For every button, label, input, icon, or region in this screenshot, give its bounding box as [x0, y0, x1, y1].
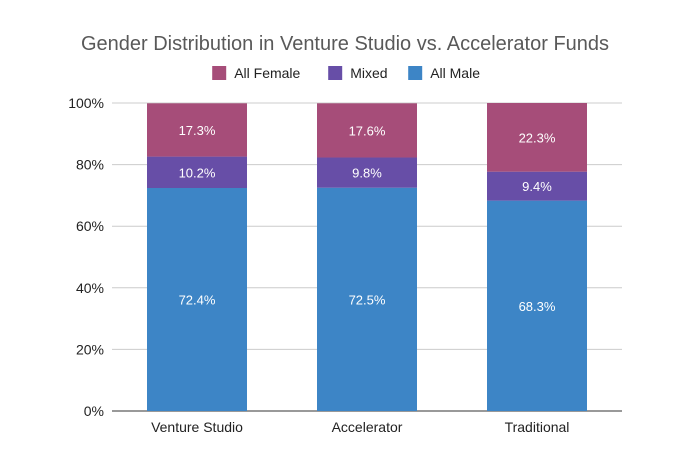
legend-label: Mixed: [350, 65, 387, 81]
legend-label: All Female: [234, 65, 300, 81]
bar-all-female-accelerator: [317, 103, 417, 158]
y-tick-label: 40%: [76, 280, 104, 296]
data-label: 10.2%: [179, 165, 216, 180]
legend-swatch: [212, 66, 227, 80]
bar-all-male-venture-studio: [147, 188, 247, 411]
bar-all-male-traditional: [487, 200, 587, 411]
x-axis: Venture Studio Accelerator Traditional: [151, 419, 569, 435]
bar-mixed-traditional: [487, 171, 587, 201]
y-tick-label: 0%: [84, 403, 104, 419]
data-label: 72.5%: [349, 292, 386, 307]
y-axis-ticks: 0% 20% 40% 60% 80% 100%: [68, 95, 104, 419]
bar-all-female-venture-studio: [147, 103, 247, 157]
data-label: 72.4%: [179, 293, 216, 308]
bar-mixed-accelerator: [317, 157, 417, 188]
legend-swatch: [408, 66, 423, 80]
legend-item-all-male: All Male: [408, 65, 480, 81]
x-tick-label: Traditional: [505, 419, 570, 435]
data-label: 68.3%: [519, 299, 556, 314]
x-tick-label: Accelerator: [332, 419, 403, 435]
bar-all-male-accelerator: [317, 187, 417, 411]
legend-swatch: [328, 66, 343, 80]
bar-stack-venture-studio: 72.4% 10.2% 17.3%: [147, 103, 247, 411]
chart-title: Gender Distribution in Venture Studio vs…: [81, 33, 609, 55]
data-label: 22.3%: [519, 130, 556, 145]
bar-mixed-venture-studio: [147, 156, 247, 189]
bar-stack-traditional: 68.3% 9.4% 22.3%: [487, 103, 587, 411]
y-tick-label: 80%: [76, 157, 104, 173]
bar-all-female-traditional: [487, 103, 587, 172]
data-label: 9.4%: [522, 179, 552, 194]
y-tick-label: 100%: [68, 95, 104, 111]
bar-stack-accelerator: 72.5% 9.8% 17.6%: [317, 103, 417, 411]
chart-legend: All Female Mixed All Male: [212, 65, 480, 81]
data-label: 9.8%: [352, 166, 382, 181]
legend-label: All Male: [430, 65, 480, 81]
y-tick-label: 20%: [76, 341, 104, 357]
data-label: 17.3%: [179, 123, 216, 138]
legend-item-all-female: All Female: [212, 65, 301, 81]
x-tick-label: Venture Studio: [151, 419, 243, 435]
legend-item-mixed: Mixed: [328, 65, 388, 81]
data-label: 17.6%: [349, 123, 386, 138]
y-tick-label: 60%: [76, 218, 104, 234]
bars: 72.4% 10.2% 17.3% 72.5% 9.8% 17.6% 68.3% 9.4% 22…: [147, 103, 587, 411]
